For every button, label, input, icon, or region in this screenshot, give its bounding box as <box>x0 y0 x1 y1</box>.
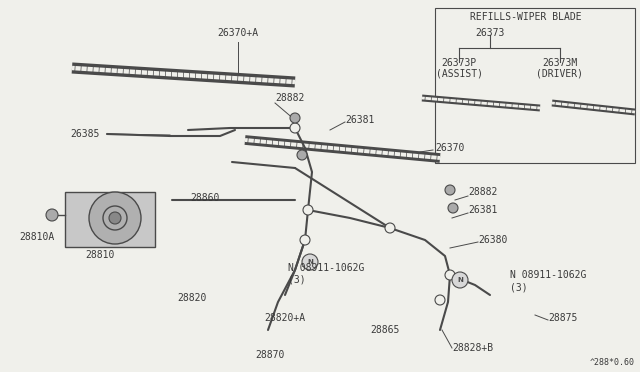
Bar <box>65 192 155 247</box>
Text: 28875: 28875 <box>548 313 577 323</box>
Text: (3): (3) <box>510 282 527 292</box>
Text: (3): (3) <box>288 275 306 285</box>
Text: 28882: 28882 <box>468 187 497 197</box>
Circle shape <box>103 206 127 230</box>
Text: ^288*0.60: ^288*0.60 <box>590 358 635 367</box>
Text: 28820: 28820 <box>178 293 207 303</box>
Text: 26380: 26380 <box>478 235 508 245</box>
Text: N 08911-1062G: N 08911-1062G <box>288 263 364 273</box>
Text: N: N <box>457 277 463 283</box>
Circle shape <box>302 254 318 270</box>
Circle shape <box>303 205 313 215</box>
Circle shape <box>448 203 458 213</box>
Text: 28820+A: 28820+A <box>264 313 305 323</box>
Circle shape <box>297 150 307 160</box>
Text: 26385: 26385 <box>70 129 100 139</box>
Bar <box>435 8 635 163</box>
Text: 28810A: 28810A <box>19 232 54 242</box>
Circle shape <box>290 123 300 133</box>
Text: 26373M: 26373M <box>542 58 578 68</box>
Text: 28810: 28810 <box>85 250 115 260</box>
Text: (ASSIST): (ASSIST) <box>435 68 483 78</box>
Text: (DRIVER): (DRIVER) <box>536 68 584 78</box>
Text: 26370: 26370 <box>435 143 465 153</box>
Circle shape <box>89 192 141 244</box>
Circle shape <box>290 113 300 123</box>
Circle shape <box>109 212 121 224</box>
Text: 26373: 26373 <box>476 28 505 38</box>
Text: REFILLS-WIPER BLADE: REFILLS-WIPER BLADE <box>470 12 582 22</box>
Text: N 08911-1062G: N 08911-1062G <box>510 270 586 280</box>
Circle shape <box>435 295 445 305</box>
Text: 26373P: 26373P <box>442 58 477 68</box>
Text: 28870: 28870 <box>255 350 285 360</box>
Circle shape <box>385 223 395 233</box>
Text: 28865: 28865 <box>370 325 399 335</box>
Text: 28828+B: 28828+B <box>452 343 493 353</box>
Circle shape <box>445 270 455 280</box>
Text: 26381: 26381 <box>345 115 374 125</box>
Circle shape <box>46 209 58 221</box>
Text: 28882: 28882 <box>275 93 305 103</box>
Text: 26381: 26381 <box>468 205 497 215</box>
Circle shape <box>300 235 310 245</box>
Circle shape <box>445 185 455 195</box>
Text: 26370+A: 26370+A <box>218 28 259 38</box>
Text: N: N <box>307 259 313 265</box>
Text: 28860: 28860 <box>190 193 220 203</box>
Circle shape <box>452 272 468 288</box>
